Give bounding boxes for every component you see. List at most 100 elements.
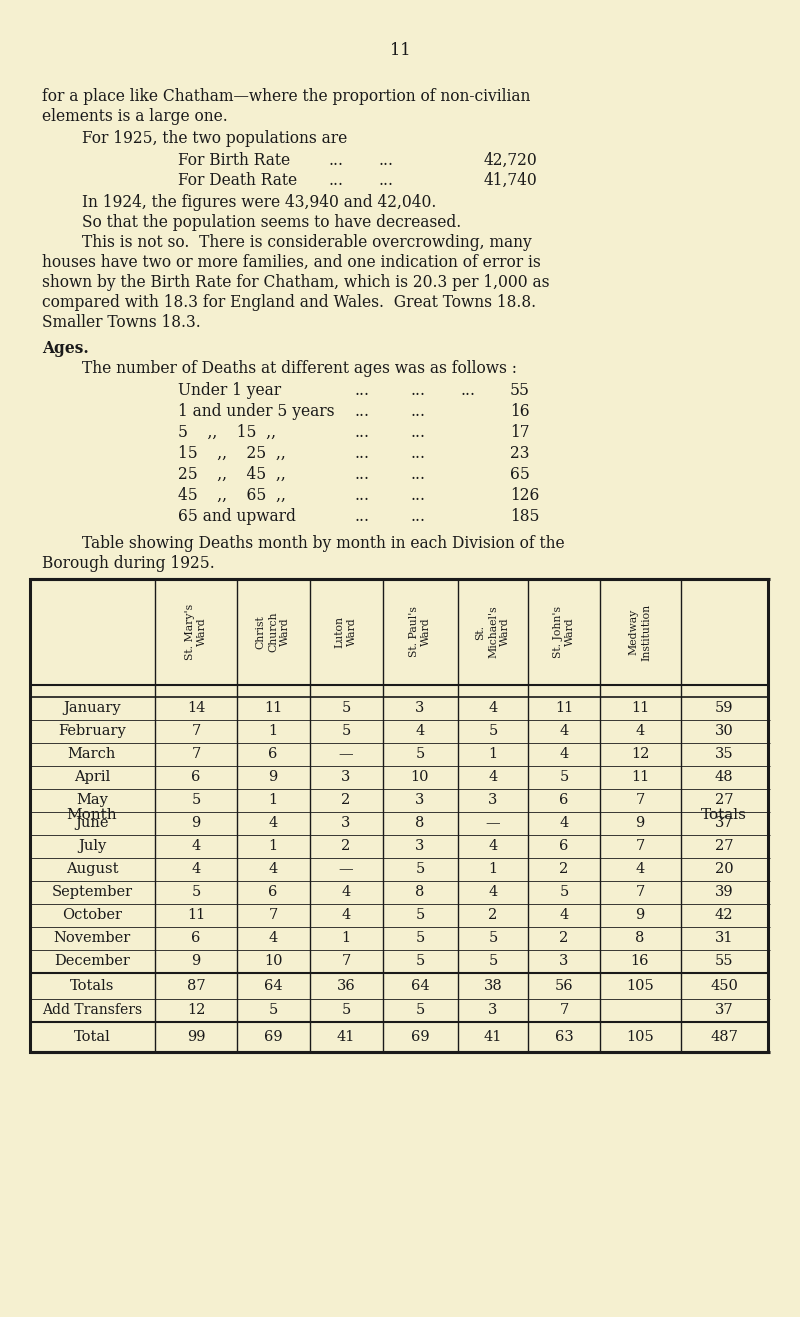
- Text: 3: 3: [488, 1004, 498, 1017]
- Text: 5: 5: [415, 931, 425, 946]
- Text: 42: 42: [714, 907, 734, 922]
- Text: 17: 17: [510, 424, 530, 441]
- Text: ...: ...: [410, 487, 425, 504]
- Text: 4: 4: [342, 907, 350, 922]
- Text: 64: 64: [410, 979, 430, 993]
- Text: Totals: Totals: [701, 809, 747, 822]
- Text: 4: 4: [559, 724, 569, 738]
- Text: 59: 59: [714, 701, 734, 715]
- Text: 23: 23: [510, 445, 530, 462]
- Text: ...: ...: [355, 508, 370, 525]
- Text: 5: 5: [488, 931, 498, 946]
- Text: St. Paul's
Ward: St. Paul's Ward: [409, 607, 431, 657]
- Text: 3: 3: [488, 793, 498, 807]
- Text: This is not so.  There is considerable overcrowding, many: This is not so. There is considerable ov…: [82, 234, 532, 252]
- Text: 4: 4: [191, 839, 201, 853]
- Text: 87: 87: [186, 979, 206, 993]
- Text: 8: 8: [415, 885, 425, 900]
- Text: March: March: [68, 747, 116, 761]
- Text: ...: ...: [355, 403, 370, 420]
- Text: For Birth Rate: For Birth Rate: [178, 151, 290, 169]
- Text: 39: 39: [714, 885, 734, 900]
- Text: 38: 38: [484, 979, 502, 993]
- Text: February: February: [58, 724, 126, 738]
- Text: Under 1 year: Under 1 year: [178, 382, 281, 399]
- Text: for a place like Chatham—where the proportion of non-civilian: for a place like Chatham—where the propo…: [42, 88, 530, 105]
- Text: 2: 2: [559, 931, 569, 946]
- Text: ...: ...: [378, 173, 393, 190]
- Text: ...: ...: [460, 382, 475, 399]
- Text: 56: 56: [554, 979, 574, 993]
- Text: 8: 8: [635, 931, 645, 946]
- Text: 41,740: 41,740: [484, 173, 538, 190]
- Text: 36: 36: [337, 979, 355, 993]
- Text: 41: 41: [484, 1030, 502, 1044]
- Text: December: December: [54, 954, 130, 968]
- Text: 55: 55: [714, 954, 734, 968]
- Text: 9: 9: [635, 907, 645, 922]
- Text: 16: 16: [510, 403, 530, 420]
- Text: 7: 7: [268, 907, 278, 922]
- Text: ...: ...: [355, 445, 370, 462]
- Text: 4: 4: [488, 701, 498, 715]
- Text: ...: ...: [410, 424, 425, 441]
- Text: 99: 99: [186, 1030, 206, 1044]
- Text: 7: 7: [635, 885, 645, 900]
- Text: 4: 4: [268, 863, 278, 876]
- Text: 69: 69: [410, 1030, 430, 1044]
- Text: 4: 4: [559, 907, 569, 922]
- Text: Add Transfers: Add Transfers: [42, 1004, 142, 1017]
- Text: 31: 31: [714, 931, 734, 946]
- Text: ...: ...: [355, 466, 370, 483]
- Text: 69: 69: [264, 1030, 282, 1044]
- Text: 5: 5: [488, 724, 498, 738]
- Text: 63: 63: [554, 1030, 574, 1044]
- Text: 3: 3: [415, 793, 425, 807]
- Text: St. Mary's
Ward: St. Mary's Ward: [185, 605, 207, 660]
- Text: January: January: [63, 701, 121, 715]
- Text: 5    ,,    15  ,,: 5 ,, 15 ,,: [178, 424, 276, 441]
- Text: 2: 2: [342, 839, 350, 853]
- Text: 4: 4: [268, 817, 278, 830]
- Text: 1: 1: [269, 839, 278, 853]
- Text: Table showing Deaths month by month in each Division of the: Table showing Deaths month by month in e…: [82, 535, 565, 552]
- Text: ...: ...: [410, 382, 425, 399]
- Text: 4: 4: [635, 724, 645, 738]
- Text: 37: 37: [714, 817, 734, 830]
- Text: 5: 5: [191, 885, 201, 900]
- Text: 9: 9: [191, 954, 201, 968]
- Text: 5: 5: [415, 747, 425, 761]
- Text: 5: 5: [342, 701, 350, 715]
- Text: 5: 5: [559, 885, 569, 900]
- Text: 10: 10: [410, 770, 430, 784]
- Text: The number of Deaths at different ages was as follows :: The number of Deaths at different ages w…: [82, 360, 517, 377]
- Text: 7: 7: [635, 839, 645, 853]
- Text: 64: 64: [264, 979, 282, 993]
- Text: 487: 487: [710, 1030, 738, 1044]
- Text: 5: 5: [488, 954, 498, 968]
- Text: 5: 5: [415, 863, 425, 876]
- Text: 4: 4: [191, 863, 201, 876]
- Text: 2: 2: [342, 793, 350, 807]
- Text: 185: 185: [510, 508, 539, 525]
- Text: 7: 7: [191, 724, 201, 738]
- Text: 1 and under 5 years: 1 and under 5 years: [178, 403, 334, 420]
- Text: 45    ,,    65  ,,: 45 ,, 65 ,,: [178, 487, 286, 504]
- Text: 3: 3: [559, 954, 569, 968]
- Text: 4: 4: [488, 770, 498, 784]
- Text: 5: 5: [268, 1004, 278, 1017]
- Text: 4: 4: [635, 863, 645, 876]
- Text: For 1925, the two populations are: For 1925, the two populations are: [82, 130, 347, 148]
- Text: ...: ...: [410, 403, 425, 420]
- Text: September: September: [51, 885, 133, 900]
- Text: 4: 4: [415, 724, 425, 738]
- Text: 35: 35: [714, 747, 734, 761]
- Text: 55: 55: [510, 382, 530, 399]
- Text: 3: 3: [415, 701, 425, 715]
- Text: Ages.: Ages.: [42, 340, 89, 357]
- Text: 11: 11: [631, 770, 649, 784]
- Text: Smaller Towns 18.3.: Smaller Towns 18.3.: [42, 313, 201, 331]
- Text: 5: 5: [342, 1004, 350, 1017]
- Text: Christ
Church
Ward: Christ Church Ward: [256, 612, 290, 652]
- Text: November: November: [54, 931, 130, 946]
